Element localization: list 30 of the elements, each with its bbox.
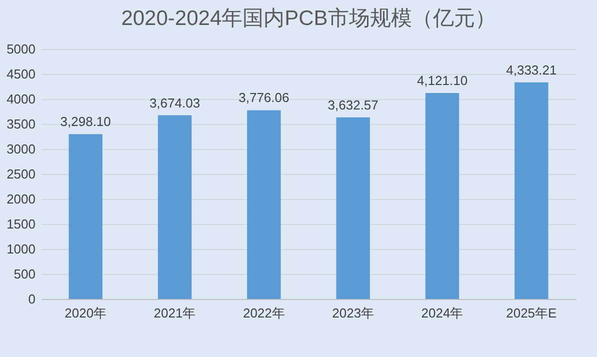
y-tick-label: 2500 (6, 166, 36, 182)
x-tick-label: 2020年 (64, 306, 107, 320)
y-tick-label: 3000 (6, 142, 36, 156)
data-label: 3,776.06 (238, 90, 290, 106)
y-tick-label: 2000 (6, 192, 36, 206)
y-tick-label: 4500 (6, 66, 36, 82)
data-label: 4,333.21 (506, 62, 557, 78)
x-tick-label: 2021年 (154, 306, 196, 320)
data-label: 3,632.57 (328, 97, 378, 112)
x-tick-label: 2024年 (421, 306, 464, 320)
x-tick-label: 2023年 (332, 306, 374, 320)
data-label: 3,298.10 (60, 114, 111, 130)
bar (158, 115, 192, 299)
bar (425, 92, 460, 299)
x-tick-label: 2022年 (242, 306, 285, 320)
x-tick-label: 2025年E (506, 306, 558, 320)
data-label: 3,674.03 (149, 95, 200, 110)
y-tick-label: 0 (28, 292, 36, 306)
y-tick-label: 500 (14, 266, 36, 282)
bar (514, 82, 548, 299)
y-tick-label: 3500 (6, 116, 36, 132)
y-tick-label: 5000 (6, 42, 36, 56)
data-label: 4,121.10 (416, 72, 468, 88)
bar (68, 134, 102, 299)
y-tick-label: 4000 (6, 92, 36, 106)
bar (336, 117, 370, 299)
y-tick-label: 1500 (6, 216, 36, 232)
bar (247, 110, 281, 299)
y-tick-label: 1000 (6, 242, 36, 256)
chart-title: 2020-2024年国内PCB市场规模（亿元） (121, 7, 496, 30)
